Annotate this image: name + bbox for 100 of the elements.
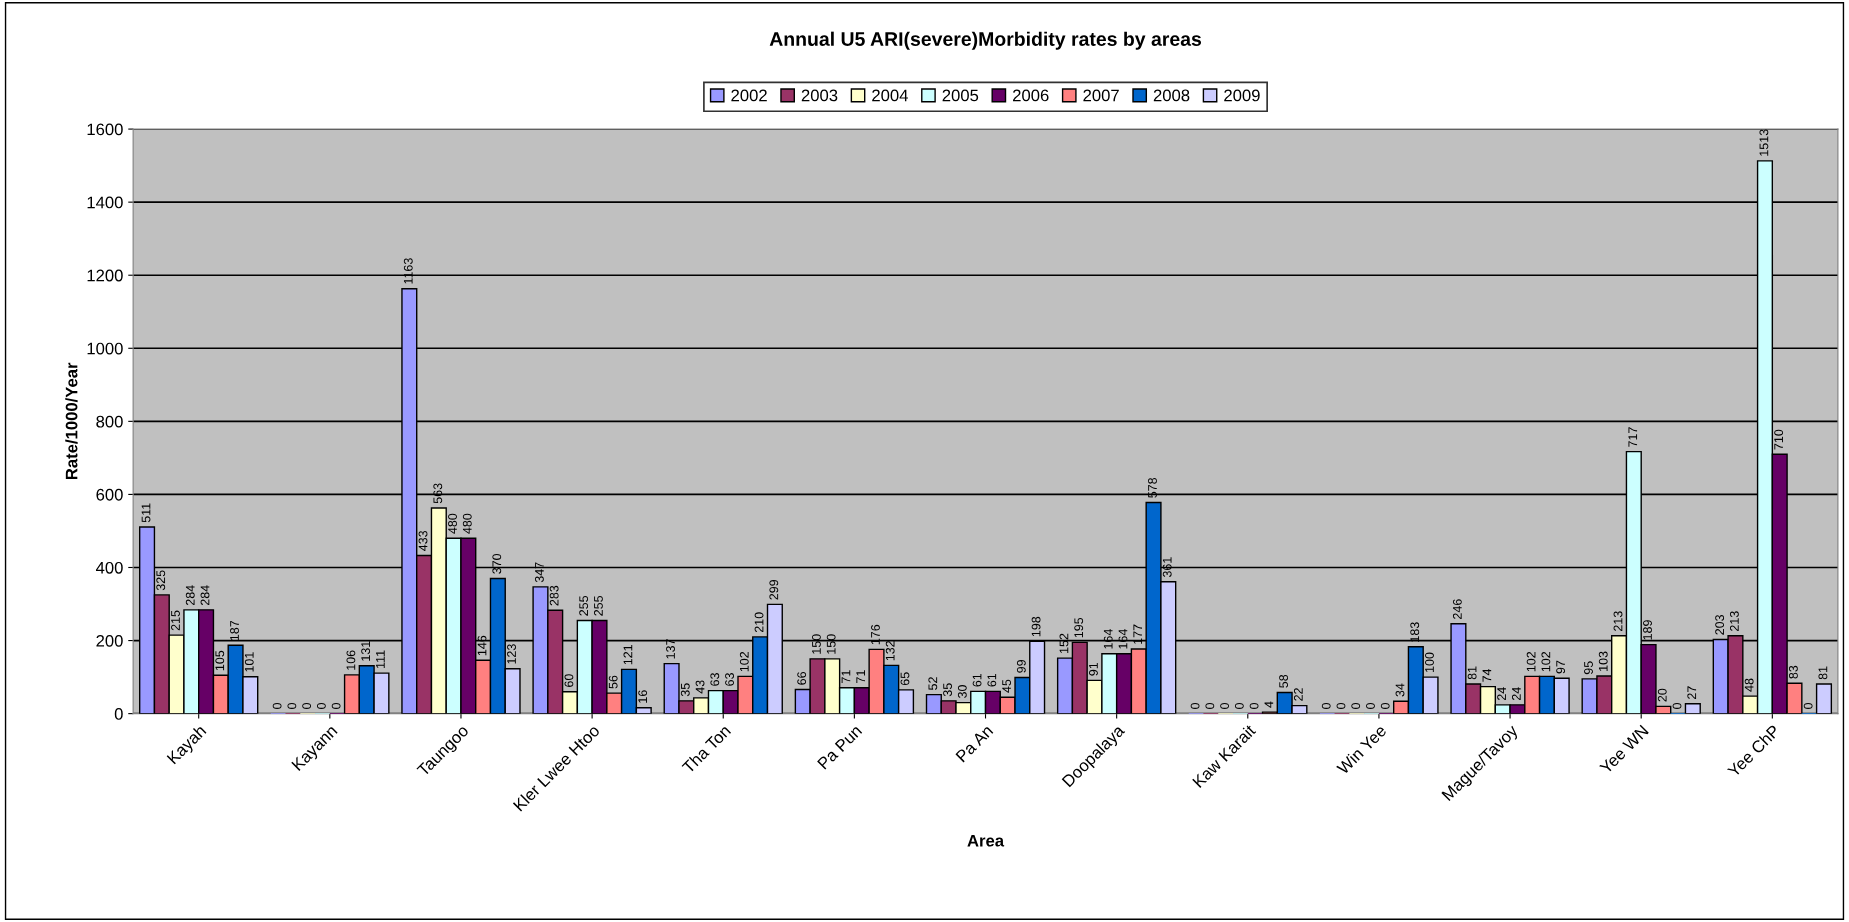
legend-label: 2006 xyxy=(1013,89,1049,102)
data-label: 203 xyxy=(1715,614,1725,635)
data-label: 0 xyxy=(1351,703,1361,709)
data-label: 61 xyxy=(972,673,982,687)
data-label: 0 xyxy=(1803,703,1813,709)
data-label: 370 xyxy=(492,553,502,574)
data-label: 0 xyxy=(1366,703,1375,709)
data-label: 284 xyxy=(185,585,195,606)
data-label: 213 xyxy=(1613,611,1623,632)
data-label: 347 xyxy=(534,562,544,583)
data-label: 48 xyxy=(1744,678,1754,692)
data-label: 16 xyxy=(638,690,648,703)
data-label: 213 xyxy=(1729,611,1739,632)
data-label: 20 xyxy=(1657,688,1667,702)
data-label: 34 xyxy=(1395,683,1405,697)
data-label: 100 xyxy=(1425,652,1434,672)
data-label: 0 xyxy=(287,703,297,709)
data-label: 210 xyxy=(754,612,764,633)
x-tick-label: Yee WN xyxy=(1599,724,1649,775)
data-label: 74 xyxy=(1482,668,1492,682)
data-label: 284 xyxy=(200,585,210,606)
data-label: 299 xyxy=(769,579,779,600)
data-label: 0 xyxy=(302,703,312,709)
data-label: 99 xyxy=(1016,659,1026,673)
y-tick-label: 200 xyxy=(96,634,123,647)
data-label: 24 xyxy=(1497,687,1506,701)
data-label: 0 xyxy=(1205,703,1215,709)
data-label: 0 xyxy=(1672,703,1682,709)
data-label: 58 xyxy=(1279,674,1289,688)
data-label: 101 xyxy=(244,652,254,672)
data-label: 121 xyxy=(623,645,633,665)
data-label: 24 xyxy=(1511,687,1521,701)
x-tick-label: Yee ChP xyxy=(1726,723,1781,778)
data-label: 102 xyxy=(1541,651,1551,672)
legend-label: 2009 xyxy=(1224,89,1260,102)
data-label: 433 xyxy=(418,530,428,551)
data-label: 578 xyxy=(1148,477,1157,498)
data-label: 480 xyxy=(448,513,457,534)
data-label: 563 xyxy=(433,483,443,504)
data-label: 0 xyxy=(316,703,326,709)
data-label: 150 xyxy=(812,634,821,654)
data-label: 187 xyxy=(230,620,239,641)
data-label: 81 xyxy=(1467,666,1477,680)
data-label: 325 xyxy=(156,570,166,591)
data-label: 0 xyxy=(1380,703,1390,709)
data-label: 0 xyxy=(1234,703,1244,709)
data-label: 97 xyxy=(1556,660,1566,674)
data-label: 480 xyxy=(462,513,472,534)
legend-label: 2003 xyxy=(801,89,838,102)
data-label: 56 xyxy=(608,675,618,689)
data-label: 35 xyxy=(943,683,952,697)
data-label: 95 xyxy=(1584,661,1593,675)
data-label: 0 xyxy=(272,703,282,709)
data-label: 45 xyxy=(1002,679,1011,693)
data-label: 27 xyxy=(1687,686,1697,699)
data-label: 189 xyxy=(1643,620,1652,640)
data-label: 511 xyxy=(141,503,151,523)
data-label: 71 xyxy=(856,670,865,683)
data-label: 81 xyxy=(1818,666,1828,680)
x-tick-label: Win Yee xyxy=(1335,723,1388,776)
data-label: 102 xyxy=(1526,651,1536,672)
data-label: 0 xyxy=(331,703,341,709)
data-label: 105 xyxy=(215,650,225,671)
data-label: 63 xyxy=(725,673,734,686)
y-tick-label: 1600 xyxy=(87,123,123,136)
data-label: 35 xyxy=(680,683,690,697)
legend-label: 2002 xyxy=(731,89,767,102)
data-label: 106 xyxy=(346,650,356,670)
chart-title: Annual U5 ARI(severe)Morbidity rates by areas xyxy=(769,31,1202,50)
data-label: 195 xyxy=(1074,617,1084,638)
data-label: 30 xyxy=(957,685,967,699)
data-label: 61 xyxy=(987,673,997,687)
data-label: 710 xyxy=(1774,429,1784,450)
x-tick-label: Tha Ton xyxy=(681,724,732,775)
data-label: 717 xyxy=(1628,427,1638,447)
data-label: 246 xyxy=(1452,599,1462,619)
legend-label: 2008 xyxy=(1153,89,1190,102)
data-label: 103 xyxy=(1598,651,1608,671)
data-label: 215 xyxy=(171,610,180,631)
x-tick-label: Pa An xyxy=(955,724,994,763)
data-label: 1513 xyxy=(1759,129,1769,156)
data-label: 111 xyxy=(376,650,385,668)
data-label: 255 xyxy=(593,595,603,616)
data-label: 152 xyxy=(1059,633,1069,653)
data-label: 132 xyxy=(885,641,895,661)
data-label: 0 xyxy=(1190,703,1200,709)
data-label: 83 xyxy=(1788,665,1798,679)
data-label: 198 xyxy=(1031,616,1041,637)
legend-label: 2005 xyxy=(942,89,979,102)
data-label: 255 xyxy=(579,595,589,616)
y-tick-label: 1400 xyxy=(87,196,123,209)
data-label: 0 xyxy=(1321,703,1331,709)
data-label: 176 xyxy=(871,624,880,645)
y-axis-title: Rate/1000/Year xyxy=(65,362,78,480)
data-label: 43 xyxy=(695,680,705,694)
data-label: 65 xyxy=(900,672,910,686)
data-label: 0 xyxy=(1336,703,1346,709)
x-tick-label: Pa Pun xyxy=(817,724,863,770)
data-label: 183 xyxy=(1410,622,1420,642)
y-tick-label: 400 xyxy=(95,561,123,574)
